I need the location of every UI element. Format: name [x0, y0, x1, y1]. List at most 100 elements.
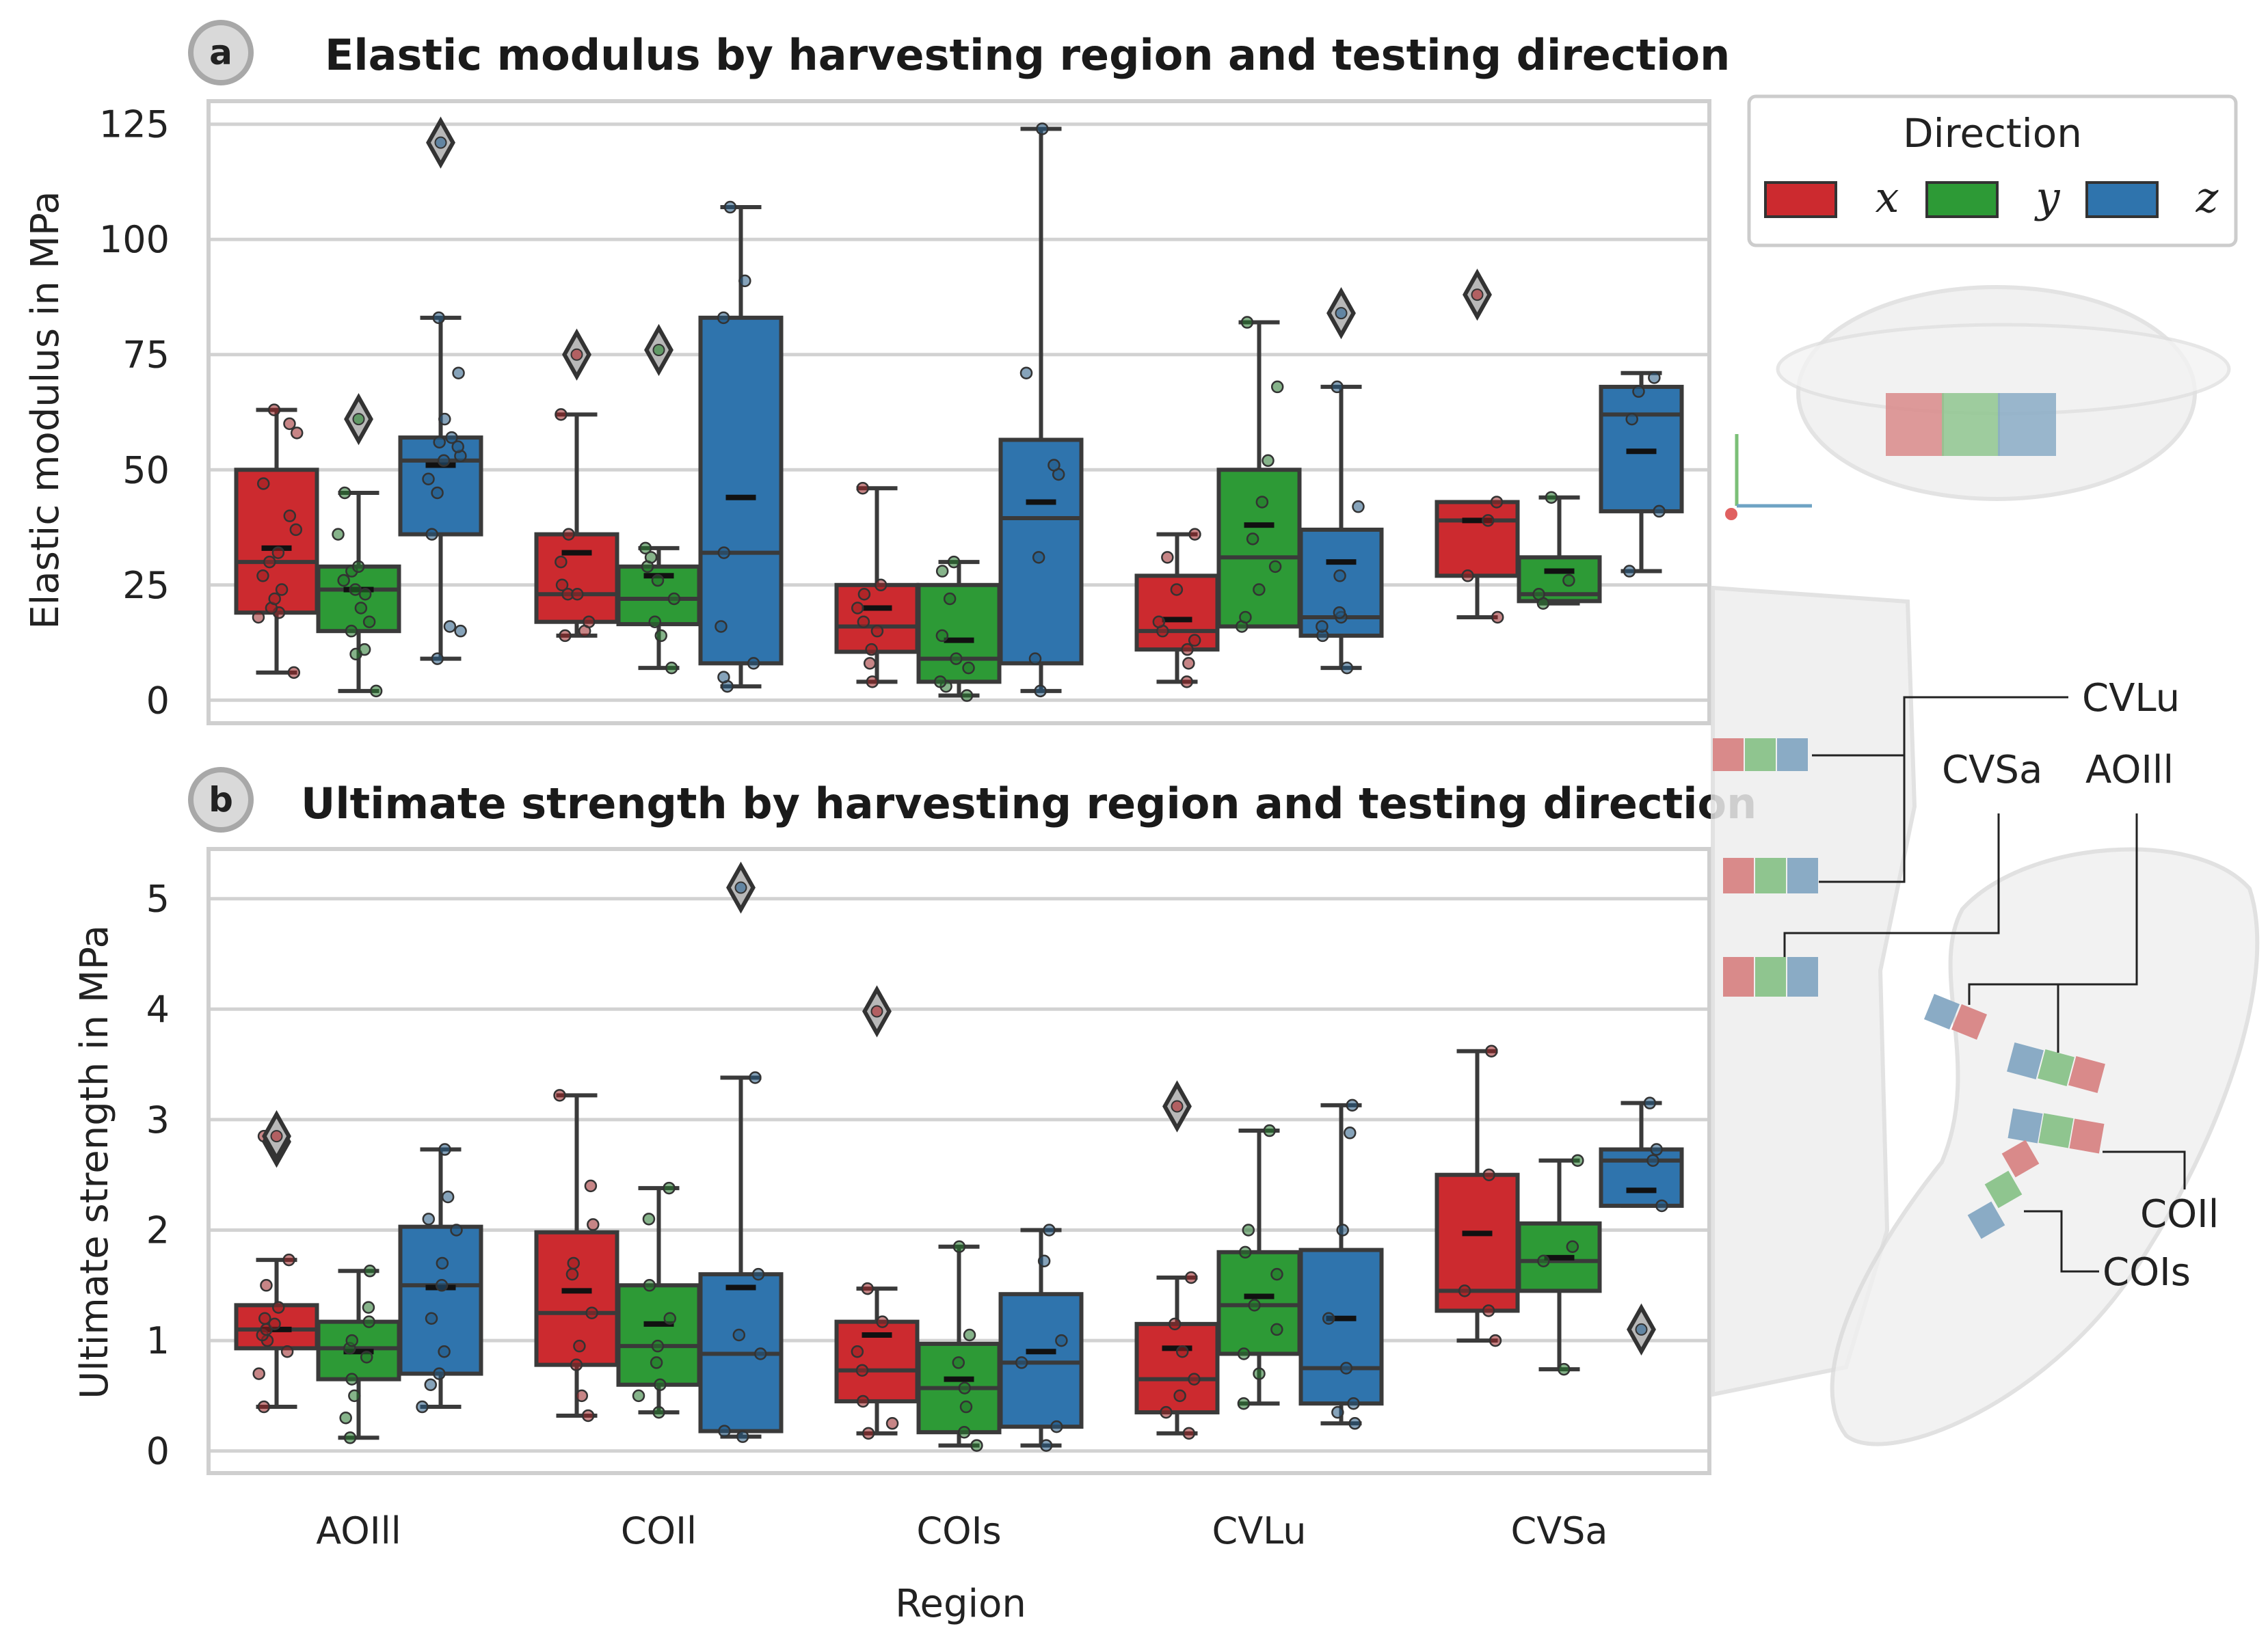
panel-b-box-cois-z-point — [1039, 1439, 1053, 1452]
panel-a-box-cvlu-y-point — [1246, 533, 1259, 545]
panel-b-box-aoill-y-point — [360, 1351, 373, 1364]
panel-b-box-cvsa-y-point — [1537, 1254, 1550, 1267]
leader-aoill — [1968, 813, 2138, 1005]
panel-a-box-coil-y-point — [667, 592, 681, 606]
panel-b-box-cvlu-y-point — [1237, 1397, 1251, 1410]
panel-b-box-aoill-y-point — [363, 1265, 377, 1278]
panel-b-badge-label: b — [209, 780, 233, 820]
panel-a-box-cvlu-y-point — [1239, 610, 1252, 624]
panel-b-box-cois-x-point — [856, 1394, 870, 1408]
panel-b-box-cvlu-x-point — [1188, 1373, 1201, 1386]
panel-b-box-cvsa-x-point — [1489, 1334, 1502, 1347]
panel-a-box-cvlu-x-point — [1181, 643, 1194, 656]
panel-a-box-cois-y-point — [950, 652, 963, 665]
panel-a-box-cvlu-x-point — [1170, 583, 1184, 596]
panel-a-box-aoill-z-point — [432, 311, 445, 325]
panel-b-title: Ultimate strength by harvesting region a… — [301, 779, 1757, 828]
panel-a-box-aoill-z-point — [437, 454, 451, 468]
panel-a-box-cvlu-z-point — [1316, 620, 1329, 633]
panel-a-box-cvlu-y-point — [1240, 316, 1254, 329]
panel-a-elastic-modulus: 0 25 50 75 100 125 — [99, 99, 1711, 725]
illustration-label-cois: COIs — [2103, 1250, 2191, 1295]
legend-swatch-y — [1925, 181, 1999, 218]
panel-b-box-aoill-x-point — [268, 1317, 281, 1331]
panel-b-box-cois-y-point — [959, 1400, 973, 1414]
panel-b-box-cvlu-x-point — [1175, 1345, 1189, 1358]
panel-b-box-cvlu-y-point — [1270, 1267, 1283, 1281]
panel-a-box-cvlu-x-point — [1152, 615, 1166, 628]
panel-b-box-aoill-z-point — [436, 1256, 449, 1270]
panel-a-box-aoill-y-point — [338, 486, 351, 500]
panel-a-box-aoill-x-point — [268, 592, 281, 606]
panel-a-box-aoill-z-point — [433, 435, 446, 449]
panel-a-box-cvlu-z-point — [1333, 569, 1346, 582]
cvlu2-cube-x — [1723, 858, 1754, 893]
panel-b-box-coil-y-point — [654, 1378, 667, 1391]
panel-b-box-coil-x-point — [575, 1389, 589, 1403]
panel-a-box-cvlu-y — [1216, 468, 1302, 629]
panel-a-box-aoill-z-point — [451, 440, 464, 453]
legend-title: Direction — [1903, 110, 2082, 157]
panel-b-box-cvsa-x-point — [1458, 1284, 1471, 1297]
panel-a-box-cvsa-z-point — [1625, 412, 1638, 426]
panel-b-ytick-label: 0 — [146, 1430, 170, 1473]
panel-b-box-cois-x-outlier-point — [870, 1005, 883, 1018]
panel-a-box-cois-y-point — [947, 555, 961, 569]
panel-b-box-aoill-x-point — [252, 1367, 265, 1380]
panel-a-box-cois-y-point — [933, 675, 947, 688]
panel-a-box-cvlu-x-point — [1161, 551, 1174, 564]
panel-a-box-coil-z-point — [717, 311, 730, 325]
cois-cube-y — [1984, 1170, 2023, 1209]
panel-a-box-aoill-x-point — [256, 569, 269, 582]
panel-a-box-cvsa-y-point — [1545, 491, 1558, 504]
panel-b-box-cois-x-point — [861, 1282, 874, 1295]
panel-b-box-cvlu-x-point — [1184, 1271, 1198, 1284]
panel-a-box-aoill-x-point — [287, 666, 301, 679]
panel-a-box-coil-z-point — [723, 200, 737, 214]
panel-a-box-cvlu-x-point — [1180, 675, 1193, 688]
panel-b-box-cois-x-point — [862, 1427, 875, 1440]
panel-b-box-cois-x-point — [885, 1417, 899, 1430]
panel-a-box-cvlu-z-point — [1331, 380, 1344, 394]
coil-cube-z — [2007, 1042, 2044, 1079]
panel-b-box-cvsa-z-point — [1655, 1199, 1668, 1213]
panel-a-box-aoill-y-point — [351, 560, 365, 574]
panel-b-box-cois-x-point — [855, 1364, 869, 1377]
panel-a-badge — [188, 20, 254, 85]
panel-a-box-aoill-x-point — [256, 477, 270, 490]
vertebra-illustration — [1725, 285, 2231, 520]
panel-b-box-cvlu-y-point — [1270, 1323, 1283, 1336]
legend-swatch-z — [2085, 181, 2159, 218]
panel-a-box-coil-x-outlier-point — [570, 348, 583, 361]
panel-a-box-cvsa-x-outlier-point — [1471, 288, 1484, 301]
panel-b-box-aoill-z-point — [416, 1400, 429, 1414]
panel-a-box-coil-x-point — [571, 588, 584, 601]
panel-a-box-cvlu-y-point — [1253, 583, 1266, 596]
panel-a-box-cois-x-point — [863, 657, 877, 670]
panel-a-box-cvlu-y-point — [1255, 496, 1269, 509]
panel-b-box-coil-z-point — [754, 1347, 767, 1360]
cvlu-cube-x — [1713, 738, 1744, 771]
panel-a-box-coil-x-point — [559, 629, 572, 643]
panel-b-box-cvlu-z — [1298, 1248, 1384, 1406]
panel-b-box-aoill-x-point — [280, 1345, 294, 1358]
panel-a-box-cois-x-point — [851, 602, 864, 615]
panel-a-box-coil-x-point — [555, 408, 568, 421]
panel-b-box-cvsa-z-point — [1643, 1096, 1657, 1109]
panel-a-box-cois-x-point — [865, 643, 878, 656]
panel-b-box-coil-x-point — [570, 1358, 583, 1371]
coil-cube-x — [2068, 1056, 2105, 1093]
panel-a-box-coil-z-point — [747, 657, 760, 670]
panel-b-box-coil-x-point — [581, 1409, 595, 1423]
panel-a-box-aoill-y-point — [358, 588, 372, 601]
panel-b-box-aoill-z-point — [438, 1143, 451, 1156]
panel-a-box-aoill-y-point — [354, 602, 368, 615]
cvsa-cube-z — [1787, 957, 1818, 997]
panel-b-box-aoill-x-outlier-point — [270, 1130, 283, 1143]
panel-a-box-cvlu-y-point — [1268, 560, 1282, 574]
panel-b-ytick-label: 1 — [146, 1319, 170, 1362]
pelvis-illustration: CVLu CVSa AOIll COIl COIs — [1711, 585, 2260, 1446]
leader-cvlu — [1819, 696, 2068, 883]
panel-b-box-aoill-z-point — [425, 1312, 438, 1325]
panel-a-box-cois-x-point — [870, 624, 884, 638]
